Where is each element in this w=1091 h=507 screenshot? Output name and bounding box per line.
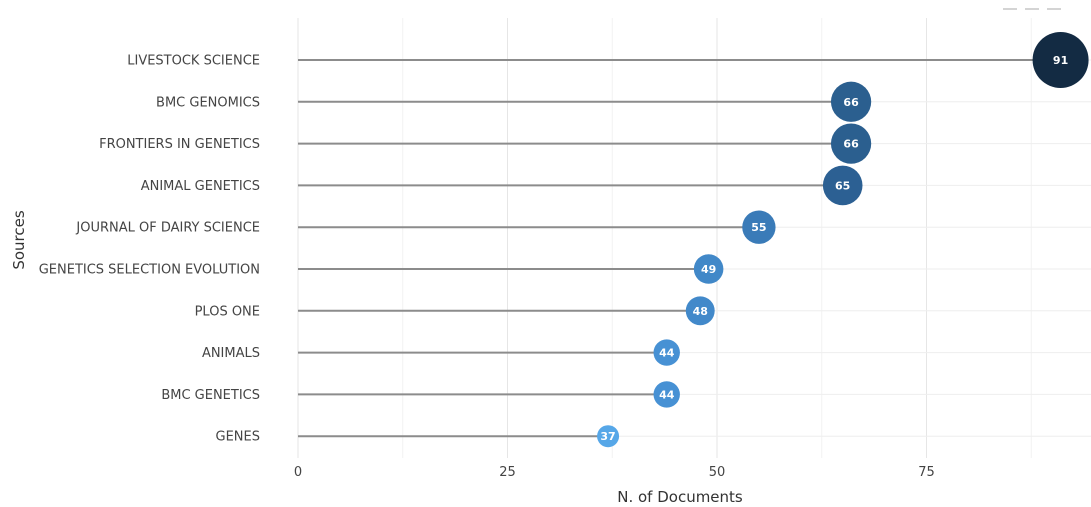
category-labels: LIVESTOCK SCIENCE BMC GENOMICS FRONTIERS I… bbox=[39, 54, 260, 445]
category-label: JOURNAL OF DAIRY SCIENCE bbox=[75, 221, 260, 236]
dots: 91 66 66 65 55 49 48 44 44 37 bbox=[597, 32, 1089, 448]
data-point bbox=[1032, 32, 1089, 88]
x-tick-labels: 0 25 50 75 bbox=[294, 465, 935, 480]
zoom-icon[interactable] bbox=[1003, 0, 1017, 10]
category-label: PLOS ONE bbox=[195, 304, 260, 319]
data-point bbox=[597, 425, 620, 448]
data-label: 44 bbox=[659, 388, 675, 401]
data-point bbox=[830, 123, 872, 164]
pan-icon[interactable] bbox=[1025, 0, 1039, 10]
x-tick-label: 50 bbox=[709, 465, 726, 480]
data-point bbox=[742, 210, 776, 244]
category-label: LIVESTOCK SCIENCE bbox=[127, 54, 260, 69]
data-point bbox=[653, 381, 680, 408]
x-tick-label: 25 bbox=[499, 465, 516, 480]
category-label: FRONTIERS IN GENETICS bbox=[99, 137, 260, 152]
chart-toolbar bbox=[1003, 0, 1061, 10]
category-label: BMC GENETICS bbox=[161, 388, 260, 403]
data-point bbox=[822, 165, 863, 206]
stems bbox=[298, 59, 1061, 438]
data-point bbox=[830, 81, 872, 122]
data-label: 65 bbox=[835, 179, 850, 192]
data-label: 91 bbox=[1053, 54, 1068, 67]
x-tick-label: 0 bbox=[294, 465, 302, 480]
category-label: GENETICS SELECTION EVOLUTION bbox=[39, 263, 260, 278]
x-tick-label: 75 bbox=[918, 465, 935, 480]
data-label: 37 bbox=[600, 430, 615, 443]
category-label: GENES bbox=[216, 430, 260, 445]
data-label: 66 bbox=[843, 138, 859, 151]
data-point bbox=[693, 254, 724, 284]
category-label: BMC GENOMICS bbox=[156, 95, 260, 110]
data-point bbox=[653, 339, 680, 366]
data-label: 44 bbox=[659, 347, 675, 360]
data-label: 48 bbox=[693, 305, 708, 318]
data-label: 66 bbox=[843, 96, 859, 109]
y-axis-title: Sources bbox=[10, 210, 28, 270]
x-axis-title: N. of Documents bbox=[617, 488, 743, 506]
data-label: 49 bbox=[701, 263, 716, 276]
grid-lines bbox=[297, 18, 1091, 458]
category-label: ANIMALS bbox=[202, 346, 260, 361]
data-point bbox=[685, 296, 715, 326]
data-label: 55 bbox=[751, 221, 766, 234]
reset-icon[interactable] bbox=[1047, 0, 1061, 10]
category-label: ANIMAL GENETICS bbox=[141, 179, 260, 194]
